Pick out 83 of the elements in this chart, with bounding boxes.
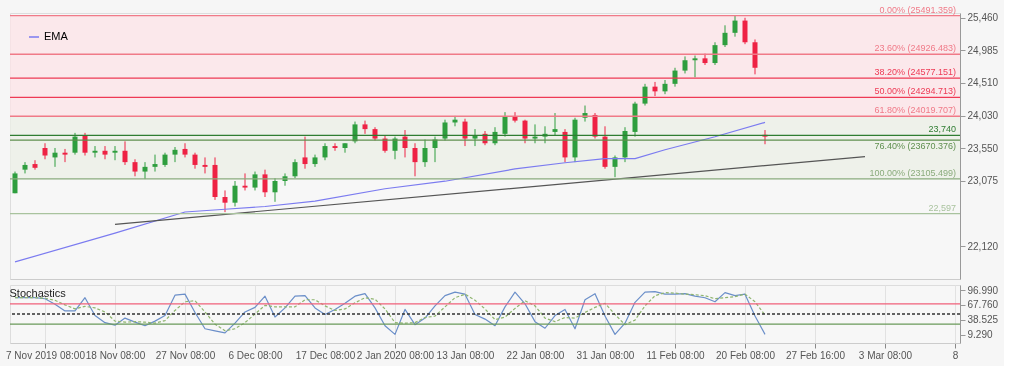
- candlestick: [62, 148, 68, 163]
- y-tick-label: 38.525: [967, 314, 999, 326]
- candlestick: [392, 136, 398, 160]
- x-tick-label: 3 Mar 08:00: [858, 349, 913, 361]
- candlestick: [612, 155, 618, 178]
- y-tick-label: 23,075: [967, 175, 999, 187]
- candlestick: [32, 159, 38, 171]
- candlestick: [292, 158, 298, 179]
- candlestick: [272, 177, 278, 203]
- candlestick: [442, 119, 448, 141]
- candlestick: [712, 41, 718, 66]
- candlestick: [172, 146, 178, 163]
- x-tick-label: 6 Dec 08:00: [228, 349, 283, 361]
- legend-label: EMA: [44, 30, 69, 42]
- y-tick-label: 24,030: [967, 110, 999, 122]
- ref-line-label: 61.80% (24019.707): [874, 105, 956, 116]
- candlestick: [422, 139, 428, 168]
- x-tick-label: 18 Nov 08:00: [85, 349, 146, 361]
- x-tick-label: 22 Jan 08:00: [506, 349, 565, 361]
- x-tick-label: 31 Jan 08:00: [576, 349, 635, 361]
- candlestick: [522, 119, 528, 144]
- y-tick-label: 67.760: [967, 299, 999, 311]
- candlestick: [332, 142, 338, 152]
- y-tick-label: 25,460: [967, 12, 999, 24]
- ref-line-label: 23.60% (24926.483): [874, 43, 956, 54]
- x-tick-label: 11 Feb 08:00: [646, 349, 706, 361]
- candlestick: [232, 180, 238, 208]
- y-tick-label: 96.990: [967, 284, 999, 296]
- x-tick-label: 20 Feb 08:00: [716, 349, 776, 361]
- candlestick: [152, 154, 158, 173]
- y-tick-label: 23,550: [967, 142, 999, 154]
- candlestick: [262, 169, 268, 198]
- candlestick: [702, 53, 708, 66]
- ref-line-label: 38.20% (24577.151): [874, 67, 956, 78]
- ref-line-label: 76.40% (23670.376): [874, 141, 956, 152]
- candlestick: [462, 118, 468, 147]
- ref-line-label: 100.00% (23105.499): [869, 167, 956, 178]
- candlestick: [142, 161, 148, 180]
- candlestick: [362, 120, 368, 135]
- x-tick-label: 2 Jan 2020 08:00: [356, 349, 435, 361]
- x-tick-label: 27 Nov 08:00: [155, 349, 216, 361]
- candlestick: [342, 142, 348, 154]
- candlestick: [222, 189, 228, 213]
- candlestick: [472, 128, 478, 147]
- candlestick: [202, 156, 208, 174]
- candlestick: [252, 171, 258, 191]
- line-series: [14, 121, 766, 263]
- candlestick: [512, 111, 518, 123]
- ref-line-label: 50.00% (24294.713): [874, 86, 956, 97]
- candlestick: [22, 161, 28, 174]
- ref-line-label: 0.00% (25491.359): [879, 4, 956, 15]
- candlestick: [592, 112, 598, 140]
- x-tick-label: 7 Nov 2019 08:00: [6, 349, 86, 361]
- candlestick: [412, 142, 418, 177]
- chart-title: Stochastics: [9, 287, 67, 299]
- y-tick-label: 22,120: [967, 240, 999, 252]
- candlestick: [242, 172, 248, 191]
- x-tick-label: 13 Jan 08:00: [436, 349, 495, 361]
- candlestick: [722, 24, 728, 48]
- candlestick: [692, 55, 698, 78]
- candlestick: [122, 140, 128, 166]
- candlestick: [732, 15, 738, 38]
- candlestick: [82, 132, 88, 156]
- candlestick: [552, 112, 558, 137]
- candlestick: [662, 79, 668, 95]
- candlestick: [532, 123, 538, 144]
- candlestick: [742, 17, 748, 45]
- candlestick: [72, 132, 78, 156]
- candlestick: [102, 145, 108, 160]
- x-tick-label: 27 Feb 16:00: [786, 349, 846, 361]
- ref-line-label: 22,597: [928, 202, 956, 213]
- y-tick-label: 9.290: [967, 329, 993, 341]
- candlestick: [302, 136, 308, 170]
- candlestick: [92, 145, 98, 158]
- y-tick-label: 24,510: [967, 77, 999, 89]
- ref-line-label: 23,740: [928, 124, 956, 135]
- candlestick: [112, 145, 118, 161]
- x-tick-label: 8: [952, 349, 959, 361]
- candlestick: [42, 142, 48, 160]
- y-tick-label: 24,985: [967, 44, 999, 56]
- x-tick-label: 17 Dec 08:00: [295, 349, 356, 361]
- candlestick: [502, 111, 508, 138]
- candlestick: [182, 142, 188, 158]
